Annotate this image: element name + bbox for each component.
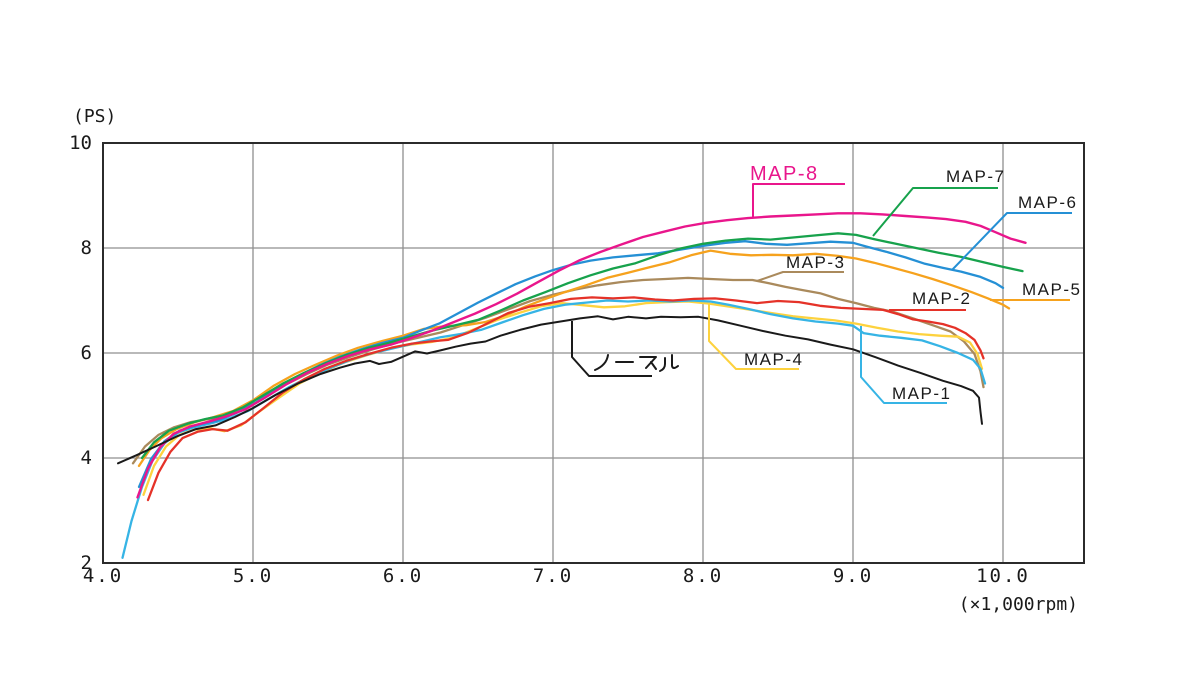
annotation-text-MAP-3: MAP-3 bbox=[786, 253, 845, 272]
leader-line-MAP-7 bbox=[872, 187, 998, 237]
series-curve-7 bbox=[140, 232, 1024, 460]
annotation-text-MAP-4: MAP-4 bbox=[744, 350, 803, 369]
x-axis-title: (×1,000rpm) bbox=[959, 594, 1078, 615]
leader-line-MAP-4 bbox=[708, 303, 799, 370]
x-tick-label-5.0: 5.0 bbox=[233, 565, 273, 587]
x-tick-label-7.0: 7.0 bbox=[533, 565, 573, 587]
annotation-text-MAP-1: MAP-1 bbox=[892, 384, 951, 403]
annotation-text-MAP-5: MAP-5 bbox=[1022, 280, 1081, 299]
leader-line-ノーマル bbox=[571, 321, 652, 377]
annotation-text-MAP-6: MAP-6 bbox=[1018, 193, 1077, 212]
y-tick-label-4: 4 bbox=[81, 447, 92, 469]
annotation-text-normal bbox=[594, 354, 679, 372]
y-tick-label-6: 6 bbox=[81, 342, 92, 364]
leader-line-MAP-1 bbox=[860, 326, 947, 404]
x-tick-label-4.0: 4.0 bbox=[83, 565, 123, 587]
leader-line-MAP-8 bbox=[752, 183, 845, 217]
leader-line-MAP-6 bbox=[951, 212, 1072, 271]
leader-line-MAP-3 bbox=[756, 271, 844, 282]
annotation-text-MAP-2: MAP-2 bbox=[912, 289, 971, 308]
series-curve-6 bbox=[137, 240, 1005, 489]
y-tick-label-2: 2 bbox=[81, 552, 92, 574]
y-tick-label-10: 10 bbox=[69, 132, 92, 154]
series-curve-4 bbox=[121, 299, 987, 559]
series-curve-9 bbox=[117, 315, 983, 465]
y-tick-label-8: 8 bbox=[81, 237, 92, 259]
x-tick-label-6.0: 6.0 bbox=[383, 565, 423, 587]
y-axis-title: (PS) bbox=[73, 106, 116, 127]
x-tick-label-8.0: 8.0 bbox=[683, 565, 723, 587]
series-curve-5 bbox=[146, 296, 985, 502]
plot-frame bbox=[102, 142, 1085, 564]
annotation-text-MAP-8: MAP-8 bbox=[750, 163, 819, 185]
series-curve-2 bbox=[137, 249, 1011, 468]
x-tick-label-9.0: 9.0 bbox=[833, 565, 873, 587]
x-tick-label-10.0: 10.0 bbox=[976, 565, 1030, 587]
annotation-text-MAP-7: MAP-7 bbox=[946, 167, 1005, 186]
series-curve-8 bbox=[136, 212, 1027, 499]
